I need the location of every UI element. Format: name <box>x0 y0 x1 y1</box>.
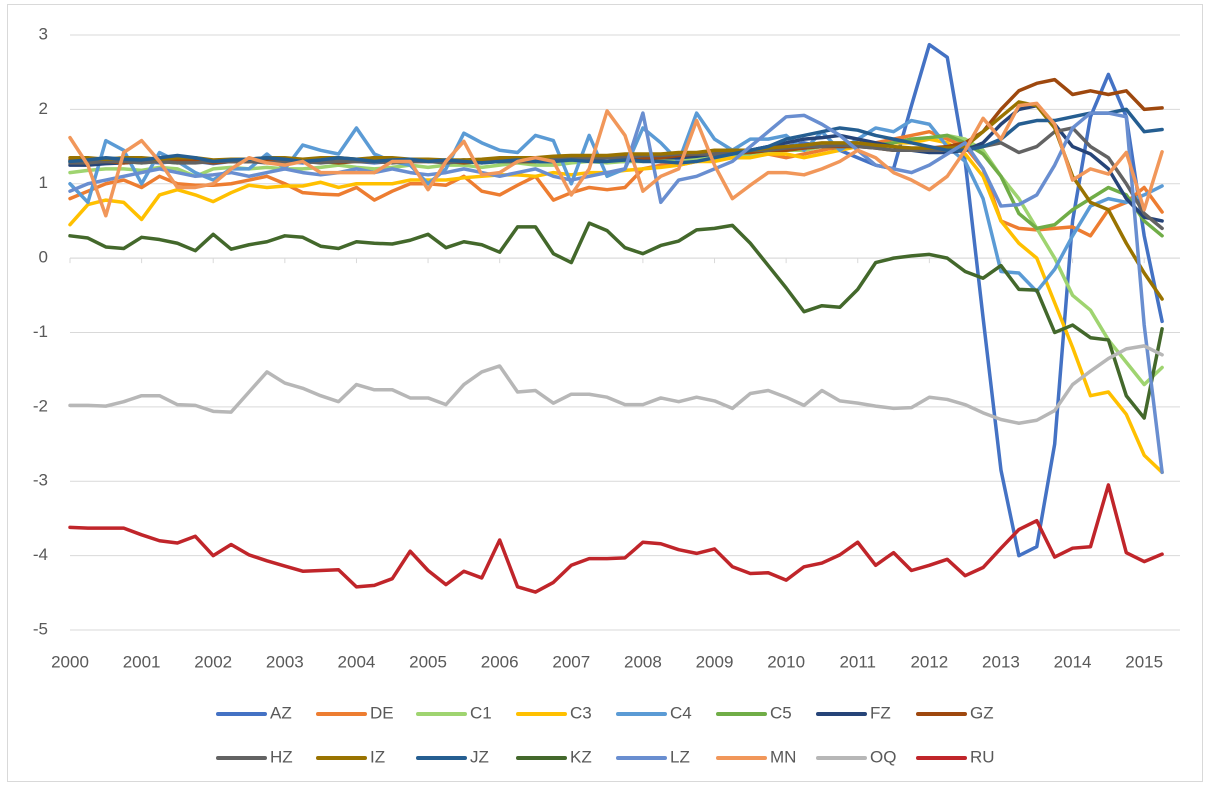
legend-label: MN <box>770 747 796 766</box>
x-tick-label: 2013 <box>982 652 1020 671</box>
series-line <box>68 111 1164 294</box>
legend-label: GZ <box>970 703 994 722</box>
x-tick-label: 2005 <box>409 652 447 671</box>
legend-label: OQ <box>870 747 896 766</box>
x-tick-label: 2001 <box>123 652 161 671</box>
legend-label: HZ <box>270 747 293 766</box>
x-tick-label: 2003 <box>266 652 304 671</box>
legend-label: KZ <box>570 747 592 766</box>
x-tick-label: 2015 <box>1125 652 1163 671</box>
legend-label: C1 <box>470 703 492 722</box>
x-tick-label: 2007 <box>552 652 590 671</box>
legend-label: JZ <box>470 747 489 766</box>
y-tick-label: -2 <box>33 396 48 415</box>
x-tick-label: 2011 <box>839 652 876 671</box>
series-line <box>68 101 1164 218</box>
plot-lines <box>68 42 1164 594</box>
y-tick-label: -4 <box>33 545 48 564</box>
series-line <box>68 221 1164 420</box>
x-tick-label: 2009 <box>696 652 734 671</box>
legend-label: FZ <box>870 703 891 722</box>
y-tick-label: -3 <box>33 471 48 490</box>
x-tick-label: 2010 <box>767 652 805 671</box>
x-tick-label: 2008 <box>624 652 662 671</box>
legend-label: RU <box>970 747 995 766</box>
y-tick-label: 1 <box>39 173 48 192</box>
legend-label: AZ <box>270 703 292 722</box>
x-tick-label: 2000 <box>51 652 89 671</box>
legend-label: IZ <box>370 747 385 766</box>
x-tick-label: 2012 <box>910 652 948 671</box>
series-line <box>68 483 1164 594</box>
y-tick-label: 3 <box>39 24 48 43</box>
series-line <box>68 344 1164 425</box>
legend-label: DE <box>370 703 394 722</box>
series-line <box>68 111 1164 475</box>
legend-label: C5 <box>770 703 792 722</box>
x-tick-label: 2014 <box>1054 652 1092 671</box>
x-tick-label: 2002 <box>194 652 232 671</box>
x-tick-label: 2006 <box>481 652 519 671</box>
legend-label: C4 <box>670 703 692 722</box>
legend-label: LZ <box>670 747 690 766</box>
y-tick-label: -5 <box>33 619 48 638</box>
legend-label: C3 <box>570 703 592 722</box>
y-tick-label: -1 <box>33 322 48 341</box>
y-tick-label: 0 <box>39 248 48 267</box>
y-tick-label: 2 <box>39 99 48 118</box>
x-tick-label: 2004 <box>338 652 376 671</box>
